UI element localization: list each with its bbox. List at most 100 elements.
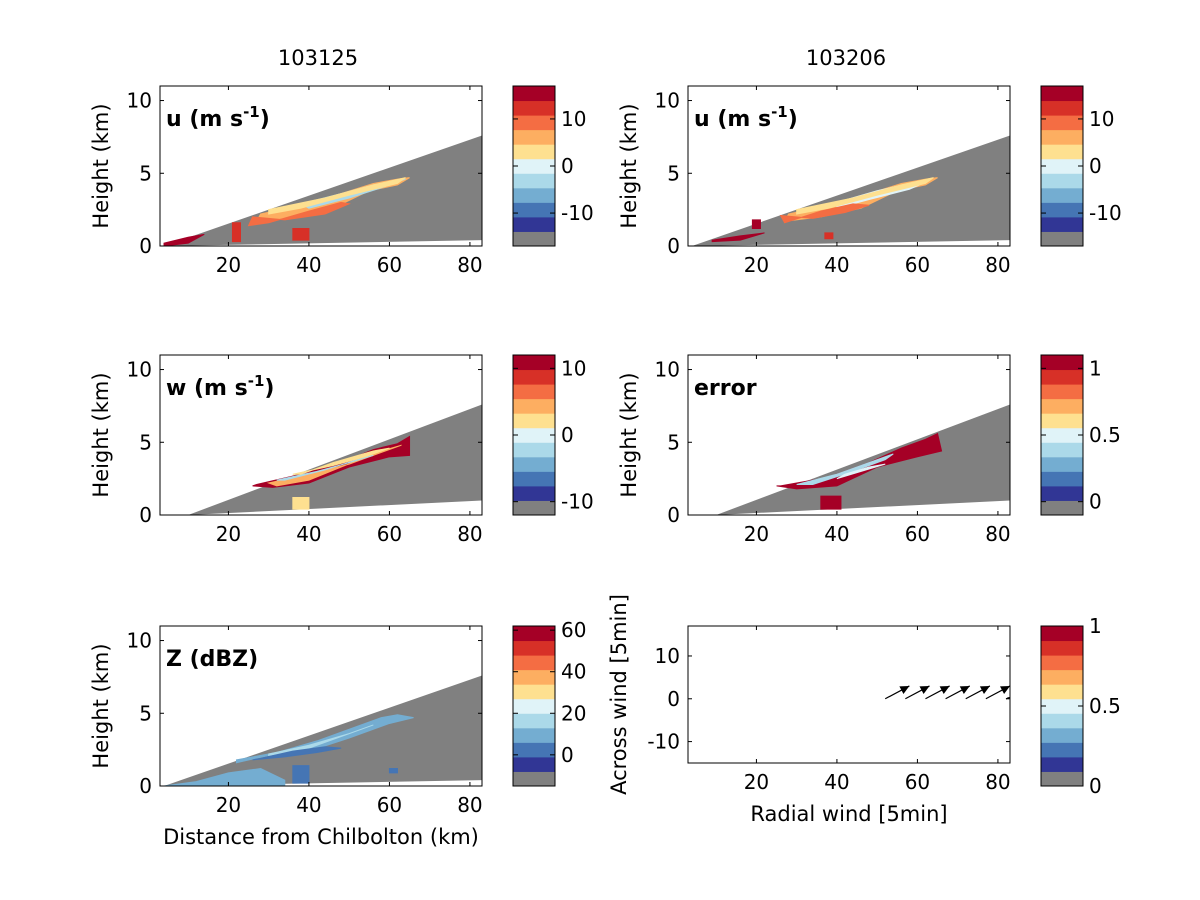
x-tick-label: 40 (296, 793, 321, 817)
x-tick-label: 80 (985, 253, 1010, 277)
x-tick-label: 60 (905, 770, 930, 794)
colorbar-step-7 (513, 129, 555, 145)
echo-feature-2 (276, 454, 374, 481)
colorbar-step-7 (1041, 669, 1083, 685)
axes-box (159, 625, 483, 787)
panel-annotation-tail: ) (260, 107, 270, 132)
panel-z-103125: 20 40 60 80 0 5 10 Height (km) Distance from Chi… (89, 618, 586, 849)
echo-feature-1 (268, 724, 374, 757)
panel-annotation-sup: -1 (243, 103, 260, 121)
colorbar-step-10 (513, 355, 555, 371)
colorbar: 10 0 -10 (1040, 85, 1122, 247)
colorbar-step-5 (513, 158, 555, 174)
colorbar-step-5 (513, 427, 555, 443)
colorbar-step-8 (1041, 384, 1083, 400)
x-tick-label: 40 (824, 253, 849, 277)
colorbar-step-4 (1041, 173, 1083, 189)
colorbar-tick-label: -10 (1089, 201, 1122, 225)
colorbar-tick-label: 10 (561, 356, 586, 380)
y-tick-label: 0 (667, 234, 680, 258)
echo-feature-2 (796, 177, 934, 215)
y-axis-label: Height (km) (89, 103, 113, 228)
echo-feature-3 (247, 201, 351, 227)
wind-arrow-head-5 (1000, 685, 1010, 695)
echo-feature-3 (820, 495, 842, 510)
plot-area (716, 404, 1010, 515)
x-tick-label: 80 (457, 522, 482, 546)
colorbar-step-3 (1041, 187, 1083, 203)
colorbar-tick-label: 0.5 (1089, 694, 1121, 718)
colorbar-step-0 (1041, 500, 1083, 516)
colorbar: 60 40 20 0 (512, 618, 586, 787)
column-title-right: 103206 (806, 46, 886, 70)
colorbar-step-10 (1041, 355, 1083, 371)
colorbar-frame (512, 625, 556, 787)
colorbar-step-1 (1041, 216, 1083, 232)
panel-annotation-main: w (m s (166, 376, 248, 401)
x-tick-label: 80 (457, 793, 482, 817)
y-tick-label: 5 (667, 430, 680, 454)
colorbar-tick-label: 10 (561, 107, 586, 131)
echo-feature-4 (824, 232, 834, 240)
colorbar-step-9 (513, 100, 555, 116)
colorbar-step-0 (1041, 771, 1083, 787)
colorbar-step-5 (513, 698, 555, 714)
colorbar-step-7 (513, 669, 555, 685)
colorbar-step-1 (513, 756, 555, 772)
colorbar-step-9 (1041, 100, 1083, 116)
colorbar-step-3 (513, 187, 555, 203)
colorbar-step-0 (1041, 231, 1083, 247)
panel-annotation-main: error (694, 376, 757, 401)
colorbar-step-1 (513, 485, 555, 501)
colorbar-step-5 (1041, 158, 1083, 174)
colorbar-tick-label: 0 (561, 423, 574, 447)
colorbar-step-4 (513, 442, 555, 458)
y-tick-label: 0 (667, 503, 680, 527)
echo-feature-1 (796, 453, 894, 485)
scan-region (692, 135, 1010, 246)
colorbar-step-6 (513, 413, 555, 429)
colorbar: 10.50 (1040, 354, 1121, 516)
x-axis-label: Distance from Chilbolton (km) (163, 825, 479, 849)
x-tick-label: 80 (985, 522, 1010, 546)
echo-feature-2 (836, 463, 886, 480)
colorbar-tick-label: 0 (561, 743, 574, 767)
colorbar-step-4 (513, 173, 555, 189)
plot-area (163, 675, 482, 786)
panel-annotation: error (694, 376, 757, 401)
colorbar-step-9 (1041, 640, 1083, 656)
colorbar-tick-label: 1 (1089, 356, 1102, 380)
axes-box (687, 85, 1011, 247)
panel-u-103206: 20 40 60 80 0 5 10 Height (km) u (m s-1) 10 0 -10 (617, 85, 1122, 277)
y-tick-label: 5 (667, 161, 680, 185)
colorbar: 10 0 -10 (512, 85, 594, 247)
echo-feature-2 (268, 177, 406, 215)
colorbar-step-2 (1041, 202, 1083, 218)
colorbar-step-3 (1041, 456, 1083, 472)
colorbar-step-1 (513, 216, 555, 232)
wind-arrow-head-3 (959, 685, 970, 695)
panel-annotation-sup: -1 (248, 372, 265, 390)
colorbar-step-8 (1041, 655, 1083, 671)
plot-area (188, 404, 482, 515)
colorbar-step-8 (513, 655, 555, 671)
column-title-left: 103125 (278, 46, 358, 70)
colorbar-step-6 (1041, 684, 1083, 700)
panel-annotation-main: u (m s (166, 107, 243, 132)
colorbar-step-8 (513, 115, 555, 131)
scan-region (188, 404, 482, 515)
wind-arrow-head-0 (899, 685, 910, 695)
scan-region (716, 404, 1010, 515)
x-tick-label: 60 (905, 253, 930, 277)
y-axis-label: Height (km) (89, 643, 113, 768)
y-tick-label: 10 (655, 89, 680, 113)
axes-box (159, 85, 483, 247)
x-tick-label: 80 (985, 770, 1010, 794)
panel-annotation-tail: ) (788, 107, 798, 132)
colorbar-tick-label: 0 (1089, 154, 1102, 178)
panel-annotation-tail: ) (264, 376, 274, 401)
colorbar-tick-label: 0.5 (1089, 423, 1121, 447)
colorbar-step-4 (1041, 713, 1083, 729)
